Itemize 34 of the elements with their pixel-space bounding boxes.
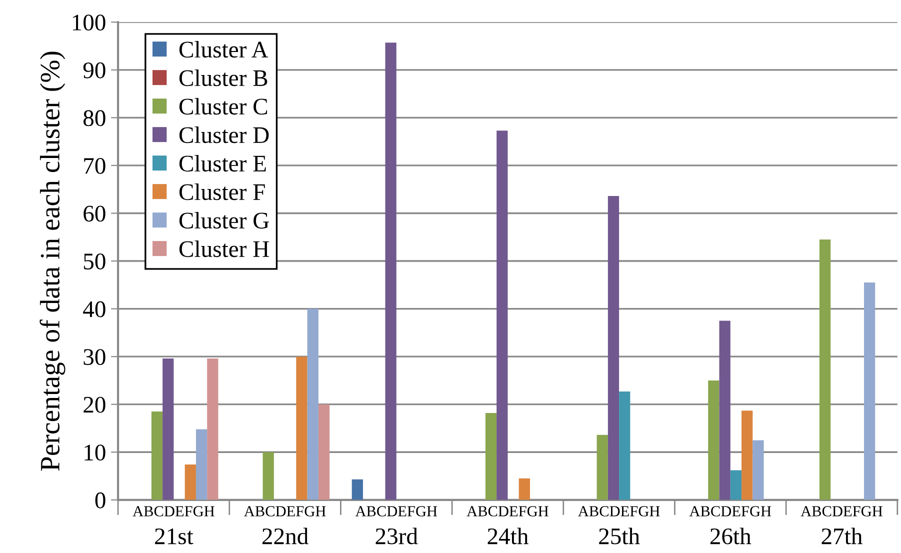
text: ABCDEFGH (355, 506, 438, 516)
legend-label: Cluster B (179, 70, 268, 86)
legend-label: Cluster C (179, 98, 268, 115)
legend-label: Cluster E (179, 154, 266, 172)
x-tick-label: 26th (710, 528, 752, 544)
y-tick-label: 40 (83, 301, 106, 318)
y-tick-label: 90 (83, 62, 106, 78)
legend-label: Cluster A (179, 41, 268, 58)
y-tick-label: 10 (84, 444, 106, 461)
y-axis-title: Percentage of data in each cluster (%) (40, 52, 66, 471)
legend-label: Cluster G (179, 212, 269, 229)
text: ABCDEFGH (132, 506, 214, 516)
y-tick-label: 0 (95, 492, 106, 508)
legend-label: Cluster H (179, 240, 269, 258)
x-tick-label: 22nd (262, 528, 308, 544)
legend-label: Cluster D (179, 126, 269, 144)
text: ABCDEFGH (466, 506, 548, 516)
y-tick-label: 60 (84, 206, 106, 222)
text: ABCDEFGH (244, 506, 326, 516)
text: ABCDEFGH (578, 506, 660, 516)
y-tick-label: 80 (84, 110, 106, 126)
x-tick-label: 23rd (376, 528, 418, 544)
y-tick-label: 30 (84, 349, 106, 365)
text: ABCDEFGH (800, 506, 882, 516)
y-tick-label: 50 (84, 254, 106, 270)
x-tick-label: 27th (822, 528, 862, 544)
text: ABCDEFGH (689, 506, 772, 516)
x-tick-label: 24th (488, 528, 528, 544)
legend-label: Cluster F (179, 183, 265, 200)
y-tick-label: 20 (84, 396, 106, 413)
y-tick-label: 100 (72, 14, 106, 31)
x-tick-label: 25th (599, 528, 640, 544)
x-tick-label: 21st (155, 528, 194, 544)
y-tick-label: 70 (84, 158, 106, 174)
